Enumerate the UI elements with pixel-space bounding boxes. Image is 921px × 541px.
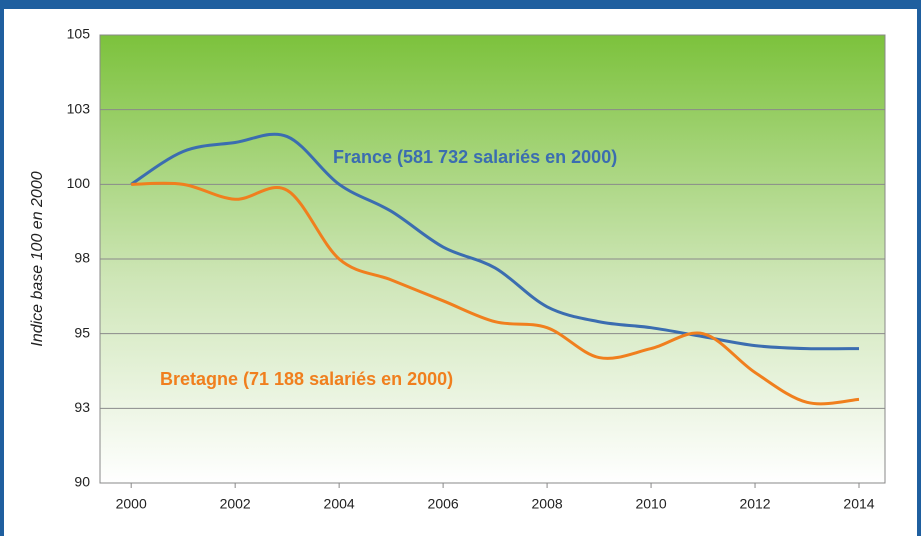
plot-border <box>99 34 886 484</box>
x-tick-label: 2006 <box>428 496 459 512</box>
series-line <box>130 132 860 351</box>
series-line <box>131 181 860 406</box>
y-tick-label: 98 <box>74 250 90 266</box>
series-label: Bretagne (71 188 salariés en 2000) <box>160 369 453 389</box>
x-tick-label: 2004 <box>324 496 355 512</box>
x-tick-label: 2014 <box>843 496 874 512</box>
x-tick-label: 2008 <box>532 496 563 512</box>
right-border <box>917 0 921 536</box>
series-label: France (581 732 salariés en 2000) <box>333 147 617 167</box>
left-border <box>0 0 4 536</box>
y-tick-label: 103 <box>67 100 91 116</box>
x-tick-label: 2000 <box>116 496 147 512</box>
y-tick-label: 90 <box>74 474 90 490</box>
y-tick-label: 93 <box>74 399 90 415</box>
y-tick-label: 95 <box>74 324 90 340</box>
y-tick-label: 100 <box>67 175 91 191</box>
y-tick-label: 105 <box>67 26 91 42</box>
x-tick-label: 2012 <box>739 496 770 512</box>
x-tick-label: 2002 <box>220 496 251 512</box>
top-bar <box>0 0 921 9</box>
y-axis-label: Indice base 100 en 2000 <box>29 171 46 346</box>
x-tick-label: 2010 <box>635 496 666 512</box>
